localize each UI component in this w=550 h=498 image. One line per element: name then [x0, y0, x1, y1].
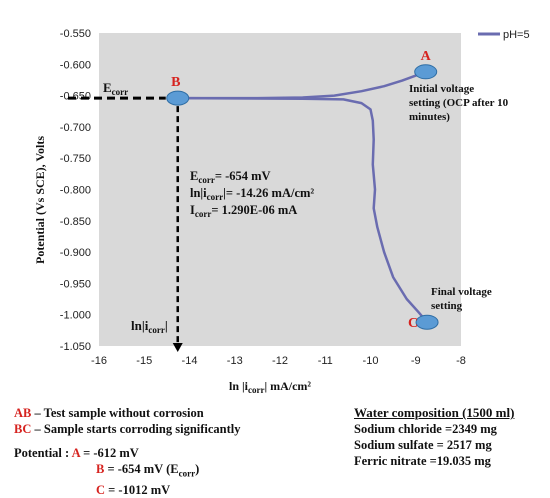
water-item: Sodium chloride =2349 mg: [354, 422, 497, 436]
y-tick-label: -1.050: [60, 341, 91, 353]
plot-area: [99, 33, 461, 346]
polarization-chart: -0.550 -0.600 -0.650 -0.700 -0.750 -0.800 -0.8…: [33, 28, 530, 395]
x-tick-label: -14: [182, 355, 198, 367]
x-axis-ticks: -16 -15 -14 -13 -12 -11 -10 -9 -8: [91, 355, 466, 367]
x-tick-label: -16: [91, 355, 107, 367]
y-tick-label: -0.950: [60, 278, 91, 290]
y-tick-label: -1.000: [60, 310, 91, 322]
icorr-arrowhead: [172, 343, 183, 352]
series-line: [177, 96, 429, 324]
y-tick-label: -0.750: [60, 153, 91, 165]
potential-a-row: Potential : A = -612 mV: [14, 446, 139, 460]
icorr-axis-label: ln|icorr|: [131, 318, 168, 335]
marker-a: [414, 64, 438, 80]
marker-label-b: B: [171, 75, 180, 90]
marker-label-c: C: [408, 316, 418, 331]
water-composition-title: Water composition (1500 ml): [354, 405, 515, 420]
ecorr-value: Ecorr= -654 mV: [190, 169, 271, 185]
water-composition: Water composition (1500 ml) Sodium chlor…: [354, 405, 544, 469]
notes-left: AB – Test sample without corrosion BC – …: [14, 405, 344, 498]
y-tick-label: -0.800: [60, 185, 91, 197]
x-tick-label: -8: [456, 355, 466, 367]
y-tick-label: -0.650: [60, 91, 91, 103]
x-tick-label: -10: [363, 355, 379, 367]
x-axis-label: ln |icorr| mA/cm²: [229, 379, 311, 395]
y-tick-label: -0.850: [60, 216, 91, 228]
x-tick-label: -13: [227, 355, 243, 367]
potential-c-row: C = -1012 mV: [96, 482, 171, 497]
x-tick-label: -15: [136, 355, 152, 367]
y-tick-label: -0.900: [60, 247, 91, 259]
y-axis-ticks: -0.550 -0.600 -0.650 -0.700 -0.750 -0.800 -0.8…: [60, 28, 91, 353]
potential-b-row: B = -654 mV (Ecorr): [96, 462, 200, 479]
x-tick-label: -9: [411, 355, 421, 367]
y-tick-label: -0.600: [60, 59, 91, 71]
legend-label: pH=5: [503, 29, 530, 41]
x-tick-label: -12: [272, 355, 288, 367]
marker-layer: A B C: [166, 49, 439, 331]
water-item: Sodium sulfate = 2517 mg: [354, 438, 492, 452]
marker-b: [166, 90, 190, 106]
final-voltage-annotation: Final voltage setting: [431, 286, 495, 312]
ln-icorr-value: ln|icorr|= -14.26 mA/cm²: [190, 186, 314, 202]
y-tick-label: -0.550: [60, 28, 91, 40]
ecorr-axis-label: Ecorr: [103, 80, 128, 97]
icorr-value: Icorr= 1.290E-06 mA: [190, 203, 297, 219]
initial-voltage-annotation: Initial voltage setting (OCP after 10 mi…: [409, 83, 511, 123]
note-ab: AB – Test sample without corrosion: [14, 406, 204, 420]
y-tick-label: -0.700: [60, 122, 91, 134]
legend: pH=5: [478, 29, 530, 41]
x-tick-label: -11: [318, 355, 333, 367]
marker-c: [415, 314, 439, 330]
y-axis-label: Potential (Vs SCE), Volts: [33, 136, 47, 264]
note-bc: BC – Sample starts corroding significant…: [14, 422, 241, 436]
series-layer: [177, 70, 429, 324]
marker-label-a: A: [421, 49, 432, 64]
water-item: Ferric nitrate =19.035 mg: [354, 454, 491, 468]
